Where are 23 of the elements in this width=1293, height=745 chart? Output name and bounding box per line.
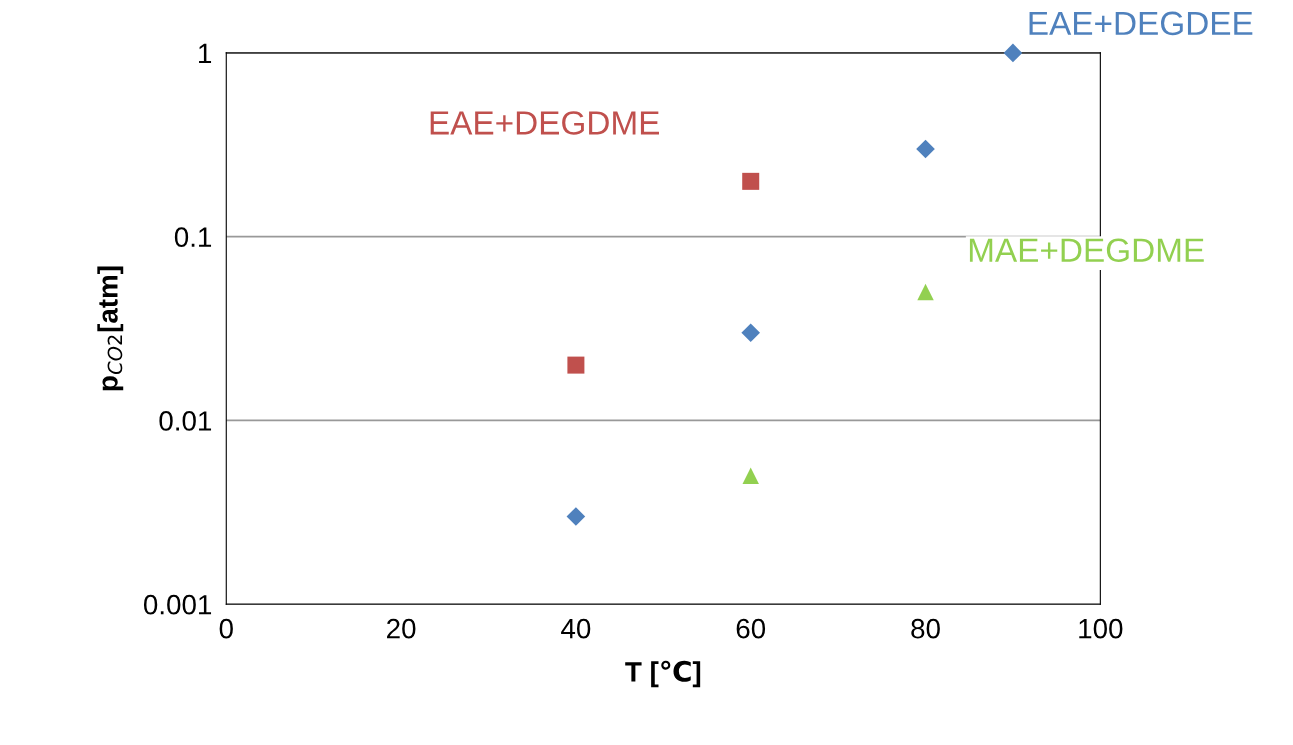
x-tick-label: 20 xyxy=(387,618,416,639)
point xyxy=(741,323,761,343)
x-tick-label: 80 xyxy=(911,618,940,639)
series-label: EAE+DEGDEE xyxy=(1029,11,1253,36)
y-axis-title: p$_{CO2}$[atm] xyxy=(97,266,124,391)
y-tick-label: 0.1 xyxy=(174,227,212,247)
point xyxy=(916,139,935,159)
series-label: MAE+DEGDME xyxy=(969,238,1204,263)
y-tick-label: 0.001 xyxy=(143,594,212,615)
x-tick-label: 100 xyxy=(1079,618,1123,639)
point xyxy=(567,356,585,374)
point xyxy=(1003,43,1023,63)
y-tick-label: 1 xyxy=(199,43,212,63)
x-axis-title: T [℃] xyxy=(625,660,701,688)
x-tick-label: 0 xyxy=(219,618,233,639)
x-tick-label: 60 xyxy=(736,618,766,639)
y-tick-label: 0.01 xyxy=(159,411,212,431)
point xyxy=(742,467,759,484)
point xyxy=(742,172,760,190)
point xyxy=(917,283,934,301)
text: EAE+DEGDME xyxy=(430,111,659,135)
x-tick-label: 40 xyxy=(561,618,591,639)
point xyxy=(566,507,586,526)
